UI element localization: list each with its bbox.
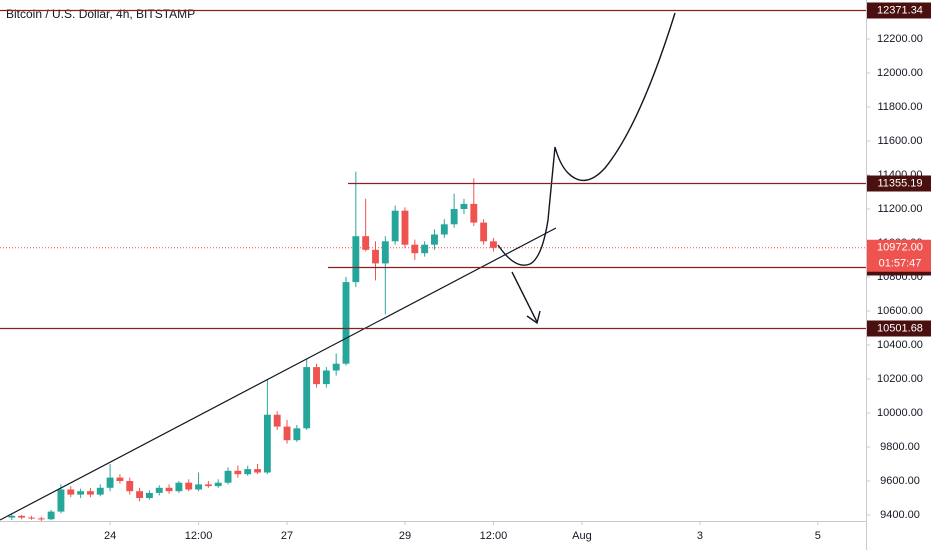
candle-body — [116, 477, 124, 481]
candle-body — [470, 203, 478, 223]
candle-body — [273, 414, 281, 427]
candle-body — [47, 511, 55, 520]
candle-body — [37, 518, 45, 520]
candle-body — [106, 477, 114, 488]
candle-body — [86, 491, 94, 495]
candle-body — [77, 491, 85, 495]
candle-body — [244, 469, 252, 475]
candle-body — [490, 241, 497, 248]
y-tick-label: 10400.00 — [877, 339, 923, 351]
candle-body — [195, 484, 203, 490]
countdown: 01:57:47 — [879, 258, 922, 270]
level-label: 12371.34 — [877, 4, 923, 16]
candle-body — [421, 244, 429, 254]
chart-title: Bitcoin / U.S. Dollar, 4h, BITSTAMP — [6, 7, 195, 21]
candle-body — [322, 370, 330, 385]
candle-body — [28, 517, 35, 519]
candle-body — [460, 203, 468, 209]
candle-body — [254, 469, 261, 473]
level-label-bg — [867, 320, 931, 337]
candle-body — [332, 363, 340, 371]
x-tick-label: 12:00 — [480, 530, 508, 542]
x-tick-label: 29 — [399, 530, 411, 542]
y-tick-label: 9600.00 — [880, 475, 920, 487]
x-tick-label: 12:00 — [185, 530, 213, 542]
candle-body — [342, 282, 350, 364]
last-price-label-bg — [867, 239, 931, 272]
candle-body — [8, 515, 16, 518]
candle-body — [185, 482, 193, 490]
last-price-label: 10972.00 — [877, 242, 923, 254]
candle-body — [431, 234, 438, 245]
x-tick-label: 24 — [104, 530, 116, 542]
projection-curve — [497, 12, 676, 266]
candle-body — [214, 482, 222, 487]
level-label-bg — [867, 2, 931, 19]
candle-body — [293, 428, 301, 441]
level-label: 10501.68 — [877, 322, 923, 334]
candle-body — [372, 249, 379, 264]
candle-body — [67, 489, 75, 495]
candle-body — [362, 236, 370, 250]
projection-arrow — [511, 271, 538, 323]
y-tick-label: 12200.00 — [877, 33, 923, 45]
candle-body — [57, 489, 65, 512]
trend-line — [0, 227, 557, 521]
y-tick-label: 9800.00 — [880, 441, 920, 453]
x-tick-label: 27 — [281, 530, 293, 542]
level-label: 11355.19 — [877, 177, 922, 189]
candle-body — [155, 487, 163, 493]
candle-body — [440, 224, 448, 235]
candle-body — [18, 515, 26, 518]
candle-body — [283, 426, 291, 441]
arrow-head — [526, 310, 541, 325]
candle-body — [165, 487, 173, 492]
y-tick-label: 12000.00 — [877, 67, 923, 79]
candle-body — [224, 470, 232, 483]
candle-body — [352, 236, 360, 283]
candle-body — [175, 482, 183, 492]
candle-body — [401, 210, 409, 245]
y-tick-label: 9400.00 — [880, 509, 920, 521]
y-tick-label: 11800.00 — [877, 101, 922, 113]
candle-body — [234, 470, 242, 475]
candle-body — [126, 480, 134, 492]
candle-body — [391, 210, 399, 242]
x-tick-label: 5 — [815, 530, 821, 542]
x-tick-label: Aug — [572, 530, 592, 542]
y-tick-label: 10200.00 — [877, 373, 923, 385]
y-tick-label: 10600.00 — [877, 305, 923, 317]
candle-body — [411, 244, 419, 254]
x-tick-label: 3 — [697, 530, 703, 542]
candle-body — [480, 222, 488, 242]
candle-body — [381, 241, 389, 264]
level-label-bg — [867, 175, 931, 192]
y-tick-label: 11600.00 — [877, 135, 922, 147]
candle-body — [450, 208, 458, 225]
y-tick-label: 10000.00 — [877, 407, 923, 419]
candle-body — [96, 487, 104, 495]
drawings — [0, 12, 676, 521]
y-tick-label: 11200.00 — [877, 203, 922, 215]
candle-body — [145, 492, 153, 498]
candle-body — [204, 484, 212, 487]
candle-body — [313, 367, 320, 385]
candle-body — [303, 367, 311, 429]
candle-body — [263, 414, 271, 473]
candle-body — [136, 491, 144, 498]
